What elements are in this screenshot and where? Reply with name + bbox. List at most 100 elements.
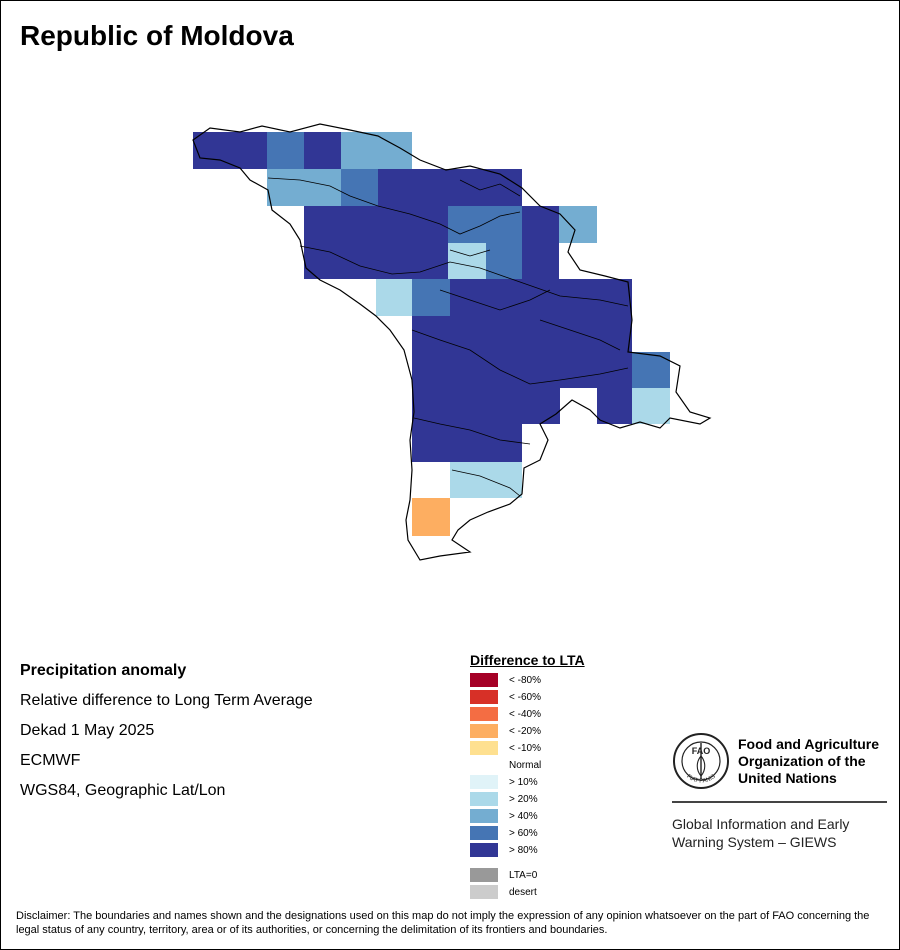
info-line-3: ECMWF: [20, 752, 81, 769]
giews-line-2: Warning System – GIEWS: [672, 834, 837, 850]
anomaly-cell: [560, 388, 597, 424]
anomaly-cell: [412, 316, 632, 352]
legend-item: < -10%: [470, 740, 585, 757]
district-boundary: [439, 289, 551, 311]
disclaimer: Disclaimer: The boundaries and names sho…: [16, 910, 870, 936]
legend-swatch: [470, 792, 498, 806]
anomaly-cell: [450, 462, 522, 498]
anomaly-cell: [522, 243, 559, 279]
info-line-1: Relative difference to Long Term Average: [20, 692, 313, 709]
fao-divider: [672, 801, 887, 803]
legend-gap: [470, 859, 585, 867]
legend-extra-item: LTA=0: [470, 867, 585, 884]
legend-item: > 40%: [470, 808, 585, 825]
anomaly-cell: [559, 206, 597, 243]
anomaly-cell: [522, 206, 559, 243]
district-boundary: [451, 469, 521, 497]
anomaly-cell: [412, 352, 632, 388]
legend-label: > 80%: [509, 845, 538, 856]
legend-item: > 10%: [470, 774, 585, 791]
anomaly-cell: [412, 498, 450, 536]
anomaly-cell: [267, 132, 304, 169]
legend-item: < -60%: [470, 689, 585, 706]
legend-label: > 40%: [509, 811, 538, 822]
anomaly-cell: [341, 132, 412, 169]
legend-item: < -20%: [470, 723, 585, 740]
legend-label: desert: [509, 887, 537, 898]
district-boundary: [413, 417, 531, 445]
anomaly-cell: [304, 132, 341, 169]
district-boundary: [267, 177, 521, 235]
anomaly-cell: [448, 243, 486, 279]
info-line-4: WGS84, Geographic Lat/Lon: [20, 782, 226, 799]
legend: Difference to LTA < -80% < -60% < -40% < -2…: [470, 652, 585, 901]
legend-item: < -80%: [470, 672, 585, 689]
fao-logo-letters: FAO: [692, 746, 711, 756]
anomaly-cell: [378, 169, 522, 206]
anomaly-cell: [193, 132, 267, 169]
anomaly-cell: [486, 243, 522, 279]
legend-label: > 20%: [509, 794, 538, 805]
anomaly-cell: [597, 388, 632, 424]
legend-swatch: [470, 868, 498, 882]
district-boundary: [539, 319, 621, 351]
legend-swatch: [470, 724, 498, 738]
fao-name: Food and Agriculture Organization of the…: [738, 736, 900, 787]
legend-label: < -10%: [509, 743, 541, 754]
legend-item: Normal: [470, 757, 585, 774]
legend-items: < -80% < -60% < -40% < -20% < -10% Normal > 10…: [470, 672, 585, 901]
fao-logo-icon: FAO FIAT PANIS: [673, 733, 729, 789]
district-boundary: [299, 245, 629, 307]
legend-swatch: [470, 673, 498, 687]
map-info: Precipitation anomaly Relative differenc…: [20, 656, 313, 806]
giews-line-1: Global Information and Early: [672, 816, 850, 832]
legend-swatch: [470, 885, 498, 899]
legend-extra-item: desert: [470, 884, 585, 901]
info-line-2: Dekad 1 May 2025: [20, 722, 155, 739]
anomaly-cell: [304, 243, 448, 279]
anomaly-cell: [632, 388, 670, 424]
legend-label: < -20%: [509, 726, 541, 737]
anomaly-cell: [376, 279, 412, 316]
legend-title: Difference to LTA: [470, 652, 585, 668]
legend-label: < -60%: [509, 692, 541, 703]
legend-label: < -40%: [509, 709, 541, 720]
anomaly-cell: [304, 206, 448, 243]
anomaly-cell: [341, 169, 378, 206]
legend-swatch: [470, 809, 498, 823]
legend-item: > 60%: [470, 825, 585, 842]
district-boundary: [449, 249, 491, 257]
fao-logo-motto: FIAT PANIS: [685, 774, 716, 785]
fao-name-line-1: Food and Agriculture: [738, 736, 880, 752]
anomaly-cell: [412, 279, 450, 316]
legend-label: Normal: [509, 760, 542, 771]
legend-label: < -80%: [509, 675, 541, 686]
anomaly-cell: [412, 424, 522, 462]
district-boundary: [459, 179, 521, 197]
anomaly-cell: [632, 352, 670, 388]
legend-swatch: [470, 707, 498, 721]
anomaly-cell: [267, 169, 341, 206]
legend-item: > 20%: [470, 791, 585, 808]
legend-swatch: [470, 843, 498, 857]
legend-label: > 10%: [509, 777, 538, 788]
legend-item: > 80%: [470, 842, 585, 859]
map-title: Republic of Moldova: [20, 20, 294, 51]
legend-label: > 60%: [509, 828, 538, 839]
legend-swatch: [470, 826, 498, 840]
anomaly-cell: [448, 206, 522, 243]
legend-item: < -40%: [470, 706, 585, 723]
legend-label: LTA=0: [509, 870, 538, 881]
legend-swatch: [470, 741, 498, 755]
anomaly-cell: [450, 279, 632, 316]
country-border: [192, 123, 712, 561]
anomaly-cell: [412, 388, 560, 424]
fao-name-line-3: United Nations: [738, 770, 837, 786]
fao-name-line-2: Organization of the: [738, 753, 866, 769]
legend-swatch: [470, 775, 498, 789]
giews-name: Global Information and Early Warning Sys…: [672, 815, 892, 851]
district-boundary: [411, 329, 629, 385]
legend-swatch: [470, 690, 498, 704]
legend-swatch: [470, 758, 498, 772]
